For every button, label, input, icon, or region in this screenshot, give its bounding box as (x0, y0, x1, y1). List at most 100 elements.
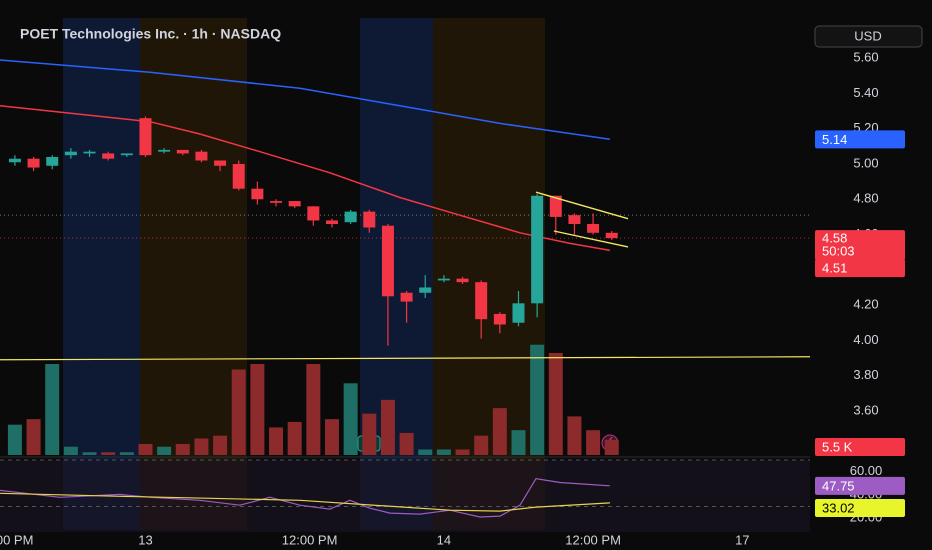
moving-average (0, 59, 611, 141)
session-band (140, 18, 247, 530)
last-price: 4.58 (822, 231, 847, 246)
candle-body (251, 188, 264, 200)
x-axis: 12:00 PM 13 12:00 PM 14 12:00 PM 17 (0, 532, 750, 547)
ma-label: 4.51 (822, 261, 847, 276)
currency[interactable]: USD (854, 28, 881, 43)
session-band (63, 18, 140, 530)
volume-bar (213, 435, 228, 455)
rsi-line (0, 477, 610, 518)
horizontal-level (0, 356, 810, 361)
volume-bar (362, 413, 377, 455)
candle-body (475, 282, 488, 320)
y-tick-label: 4.20 (853, 297, 878, 312)
rsi-ma-label: 33.02 (822, 500, 855, 515)
volume-label: 5.5 K (822, 439, 853, 454)
currency-button[interactable] (814, 25, 923, 48)
candle-body (120, 153, 133, 156)
y-tick-label: 5.00 (853, 155, 878, 170)
volume-bar (7, 424, 22, 455)
candle-body (195, 151, 208, 161)
candle-body (139, 118, 152, 156)
candle-body (8, 158, 21, 163)
volume-bar (530, 344, 545, 455)
candle-body (176, 149, 189, 154)
chart-title: POET Technologies Inc. · 1h · NASDAQ (20, 26, 281, 42)
volume-bar (231, 369, 246, 455)
x-tick-label: 12:00 PM (282, 532, 338, 547)
volume-bar (119, 452, 134, 455)
candle-body (270, 201, 283, 203)
countdown: 50:03 (822, 244, 855, 259)
volume-bar (101, 452, 116, 455)
candle-body (512, 303, 525, 323)
ma-label-box (815, 130, 905, 149)
volume-bar (567, 416, 582, 455)
candle-body (64, 151, 77, 156)
volume-bar (82, 452, 97, 455)
session-band (433, 18, 545, 530)
candle-body (46, 156, 59, 166)
volume-bar (436, 449, 451, 455)
y-tick-label: 5.60 (853, 50, 878, 65)
volume-bar (45, 364, 60, 455)
x-tick-label: 12:00 PM (0, 532, 33, 547)
candle-body (102, 153, 115, 159)
rsi-label: 47.75 (822, 478, 855, 493)
candle-body (83, 151, 96, 154)
candle-body (400, 292, 413, 302)
volume-bar (474, 435, 489, 455)
trend-line (535, 191, 629, 220)
volume-bar (343, 383, 358, 455)
candle-body (214, 160, 227, 166)
x-tick-label: 13 (138, 532, 152, 547)
volume-bar (455, 449, 470, 455)
volume-bar (492, 408, 507, 455)
x-tick-label: 12:00 PM (565, 532, 621, 547)
x-tick-label: 14 (437, 532, 451, 547)
volume-bar (418, 449, 433, 455)
volume-bar (586, 430, 601, 455)
rsi-tick-label: 60.00 (850, 463, 883, 478)
candle-body (288, 201, 301, 207)
volume-bar (63, 446, 78, 455)
volume-bar (250, 364, 265, 455)
volume-bar (157, 446, 172, 455)
volume-bar (269, 427, 284, 455)
candle-body (531, 195, 544, 304)
volume-bar (604, 439, 619, 455)
y-tick-label: 3.80 (853, 367, 878, 382)
volume-bar (399, 432, 414, 455)
candle-body (437, 278, 450, 281)
candle-body (27, 158, 40, 168)
plot-area (0, 59, 810, 518)
y-tick-label: 5.40 (853, 85, 878, 100)
ma-label: 5.14 (822, 132, 847, 147)
last-price-box (815, 230, 905, 261)
candle-body (307, 206, 320, 221)
candle-body (568, 215, 581, 224)
volume-bar (306, 364, 321, 455)
candle-body (232, 164, 245, 189)
volume-bar (324, 419, 339, 455)
volume-label-box (815, 438, 905, 456)
y-tick-label: 4.80 (853, 191, 878, 206)
volume-bar (175, 443, 190, 455)
y-tick-label: 4.00 (853, 332, 878, 347)
volume-bar (511, 430, 526, 455)
volume-bar (548, 352, 563, 455)
candle-body (344, 211, 357, 223)
candle-body (549, 195, 562, 217)
volume-bar (194, 438, 209, 455)
rsi-label-box (815, 476, 905, 495)
rsi-ma-label-box (815, 498, 905, 517)
x-tick-label: 17 (735, 532, 749, 547)
session-shading (63, 18, 545, 530)
rsi-line (0, 492, 610, 512)
ma-label-box (815, 259, 905, 278)
candle-body (419, 287, 432, 293)
candle-body (493, 313, 506, 325)
candle-body (325, 220, 338, 224)
candle-body (363, 211, 376, 228)
candle-body (456, 278, 469, 283)
y-tick-label: 3.60 (853, 402, 878, 417)
